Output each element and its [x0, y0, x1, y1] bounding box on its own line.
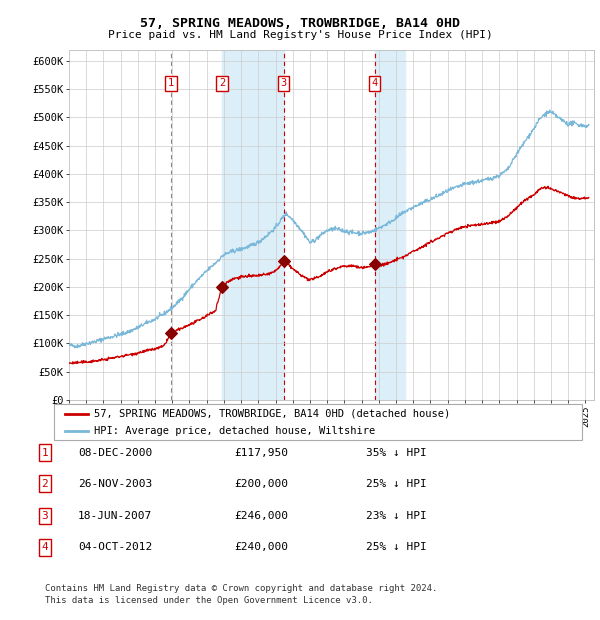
Text: £246,000: £246,000 — [234, 511, 288, 521]
Text: 18-JUN-2007: 18-JUN-2007 — [78, 511, 152, 521]
Text: £240,000: £240,000 — [234, 542, 288, 552]
Text: 1: 1 — [168, 79, 174, 89]
Text: 3: 3 — [41, 511, 49, 521]
Text: Price paid vs. HM Land Registry's House Price Index (HPI): Price paid vs. HM Land Registry's House … — [107, 30, 493, 40]
Point — [217, 282, 227, 292]
Text: 35% ↓ HPI: 35% ↓ HPI — [366, 448, 427, 458]
Point — [370, 259, 379, 269]
Text: Contains HM Land Registry data © Crown copyright and database right 2024.: Contains HM Land Registry data © Crown c… — [45, 584, 437, 593]
Text: 2: 2 — [41, 479, 49, 489]
Text: 4: 4 — [371, 79, 378, 89]
Text: This data is licensed under the Open Government Licence v3.0.: This data is licensed under the Open Gov… — [45, 596, 373, 606]
Text: 08-DEC-2000: 08-DEC-2000 — [78, 448, 152, 458]
Text: HPI: Average price, detached house, Wiltshire: HPI: Average price, detached house, Wilt… — [94, 426, 375, 436]
Bar — [374, 50, 404, 400]
Text: £200,000: £200,000 — [234, 479, 288, 489]
Text: 26-NOV-2003: 26-NOV-2003 — [78, 479, 152, 489]
Point — [279, 256, 289, 266]
Text: 25% ↓ HPI: 25% ↓ HPI — [366, 542, 427, 552]
Text: 04-OCT-2012: 04-OCT-2012 — [78, 542, 152, 552]
Text: 2: 2 — [219, 79, 226, 89]
Text: 3: 3 — [280, 79, 287, 89]
Point — [166, 329, 176, 339]
Text: 4: 4 — [41, 542, 49, 552]
Bar — [222, 50, 284, 400]
Text: 25% ↓ HPI: 25% ↓ HPI — [366, 479, 427, 489]
Text: 23% ↓ HPI: 23% ↓ HPI — [366, 511, 427, 521]
Text: 1: 1 — [41, 448, 49, 458]
Text: 57, SPRING MEADOWS, TROWBRIDGE, BA14 0HD (detached house): 57, SPRING MEADOWS, TROWBRIDGE, BA14 0HD… — [94, 409, 450, 419]
Text: £117,950: £117,950 — [234, 448, 288, 458]
Text: 57, SPRING MEADOWS, TROWBRIDGE, BA14 0HD: 57, SPRING MEADOWS, TROWBRIDGE, BA14 0HD — [140, 17, 460, 30]
